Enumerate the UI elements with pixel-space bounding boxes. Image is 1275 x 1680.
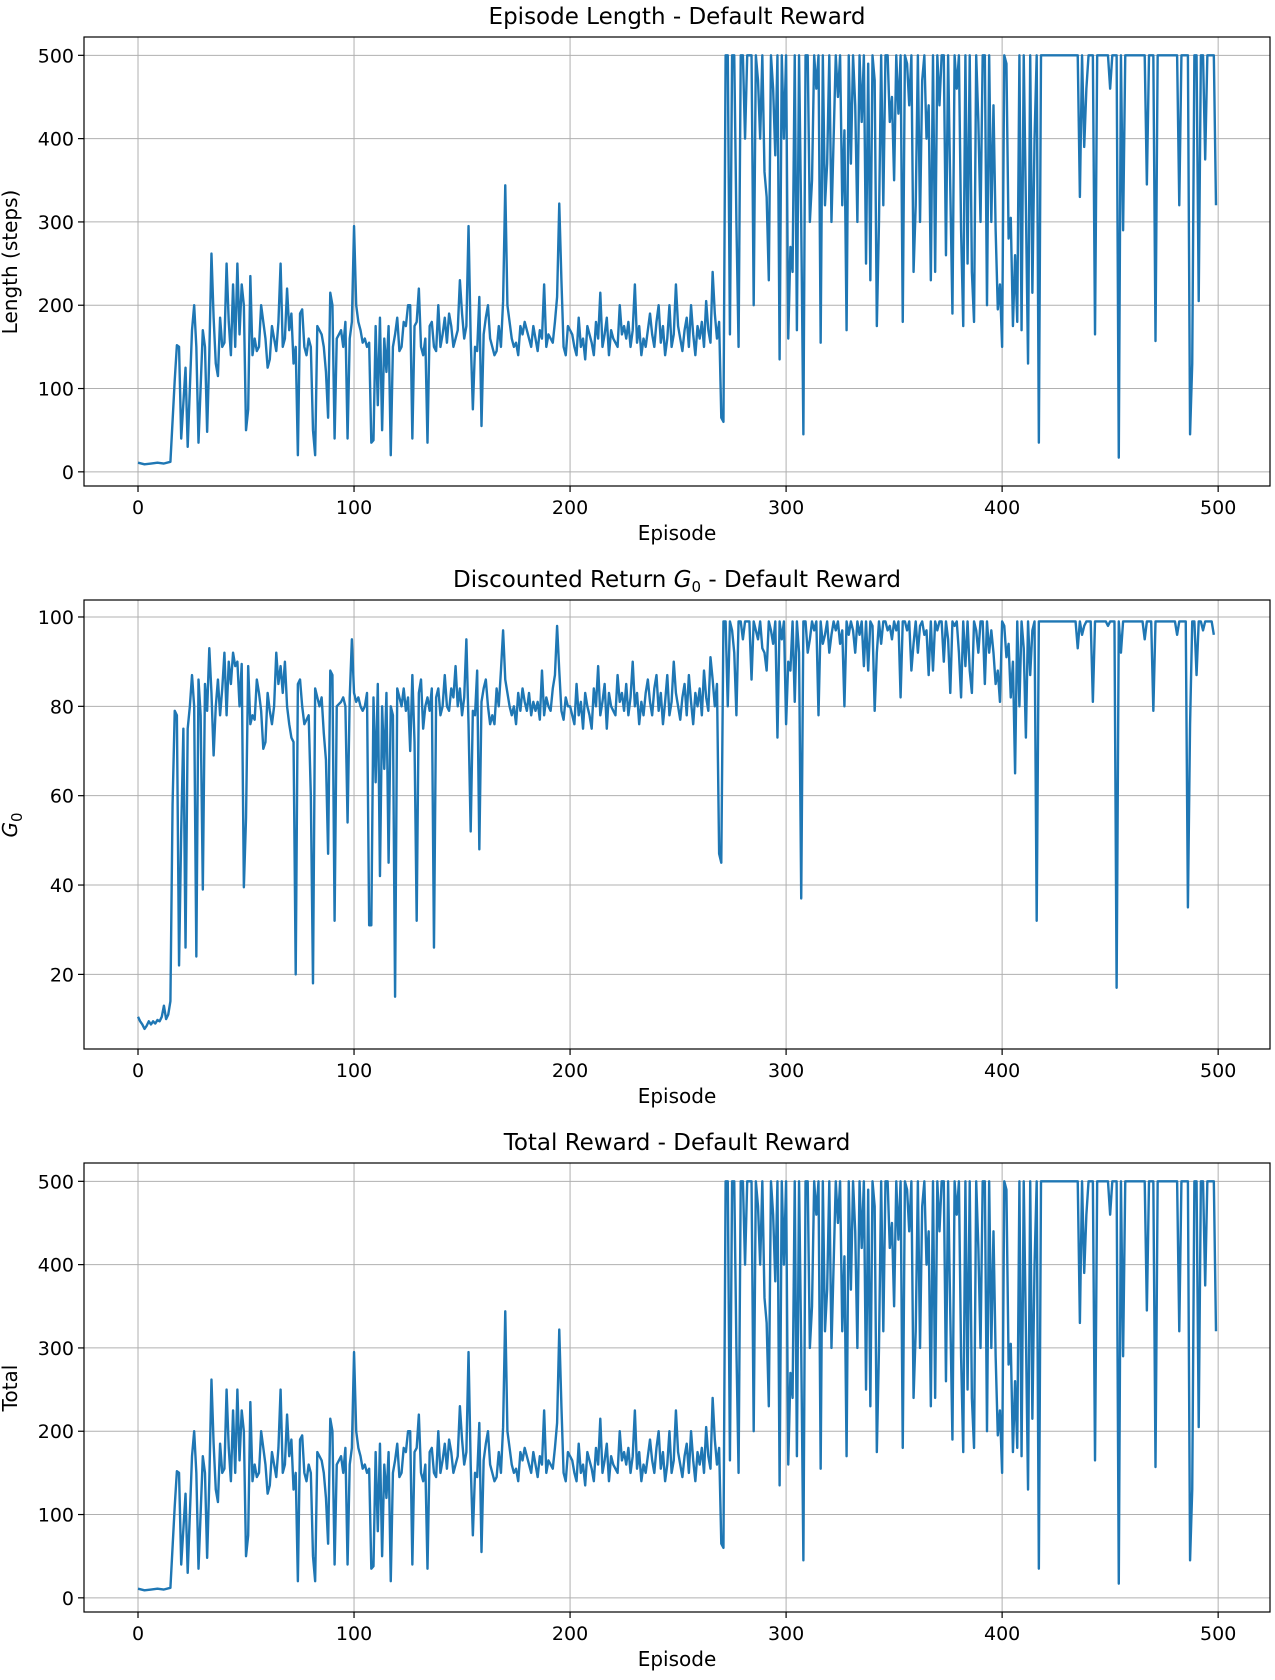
y-tick-label: 500 <box>38 1171 74 1193</box>
x-tick-label: 200 <box>552 1623 588 1645</box>
chart-discounted-return: Discounted Return G0 - Default Reward Ep… <box>0 567 1271 1108</box>
y-axis-label: Total <box>0 1365 22 1413</box>
x-axis-label: Episode <box>638 1084 717 1108</box>
ylabel-subscript: 0 <box>8 812 26 822</box>
axis-ticks: 0 100 200 300 400 500 0 100 200 300 400 500 <box>38 1171 1237 1645</box>
title-symbol: G <box>674 567 692 593</box>
y-tick-label: 400 <box>38 1255 74 1277</box>
chart-title: Total Reward - Default Reward <box>503 1130 851 1156</box>
x-tick-label: 100 <box>336 497 372 519</box>
x-tick-label: 300 <box>768 1060 804 1082</box>
y-tick-label: 80 <box>50 696 74 718</box>
x-tick-label: 0 <box>132 1060 144 1082</box>
x-tick-label: 200 <box>552 1060 588 1082</box>
series-line <box>137 54 1218 466</box>
series-line <box>137 1180 1218 1592</box>
x-tick-label: 200 <box>552 497 588 519</box>
x-tick-label: 0 <box>132 497 144 519</box>
y-tick-label: 100 <box>38 379 74 401</box>
y-tick-label: 100 <box>38 607 74 629</box>
y-tick-label: 400 <box>38 129 74 151</box>
x-tick-label: 0 <box>132 1623 144 1645</box>
title-subscript: 0 <box>692 578 702 596</box>
y-axis-label: G0 <box>0 812 26 837</box>
x-tick-label: 500 <box>1200 1623 1236 1645</box>
x-tick-label: 100 <box>336 1060 372 1082</box>
x-tick-label: 500 <box>1200 497 1236 519</box>
x-axis-label: Episode <box>638 521 717 545</box>
y-tick-label: 500 <box>38 45 74 67</box>
y-tick-label: 0 <box>62 1588 74 1610</box>
y-tick-label: 200 <box>38 295 74 317</box>
x-axis-label: Episode <box>638 1647 717 1671</box>
x-tick-label: 400 <box>984 497 1020 519</box>
x-tick-label: 400 <box>984 1623 1020 1645</box>
y-tick-label: 100 <box>38 1505 74 1527</box>
y-tick-label: 0 <box>62 462 74 484</box>
axes-frame <box>83 1162 1271 1613</box>
chart-episode-length: Episode Length - Default Reward Episode … <box>0 4 1271 545</box>
axes-frame <box>83 599 1271 1050</box>
series-line-layer <box>137 54 1218 466</box>
y-tick-label: 20 <box>50 964 74 986</box>
x-tick-label: 100 <box>336 1623 372 1645</box>
x-tick-label: 300 <box>768 1623 804 1645</box>
x-tick-label: 400 <box>984 1060 1020 1082</box>
series-line-layer <box>137 1180 1218 1592</box>
x-tick-label: 300 <box>768 497 804 519</box>
axis-ticks: 0 100 200 300 400 500 20 40 60 80 100 <box>38 607 1237 1082</box>
axis-ticks: 0 100 200 300 400 500 0 100 200 300 400 500 <box>38 45 1237 519</box>
axes-frame <box>83 36 1271 487</box>
y-tick-label: 60 <box>50 786 74 808</box>
y-axis-label: Length (steps) <box>0 190 22 335</box>
y-tick-label: 40 <box>50 875 74 897</box>
y-tick-label: 300 <box>38 212 74 234</box>
ylabel-symbol: G <box>0 822 22 838</box>
chart-title: Episode Length - Default Reward <box>489 4 866 30</box>
series-line-layer <box>136 620 1216 1031</box>
title-prefix: Discounted Return <box>453 567 674 593</box>
x-tick-label: 500 <box>1200 1060 1236 1082</box>
series-line <box>136 620 1216 1031</box>
y-tick-label: 300 <box>38 1338 74 1360</box>
chart-total-reward: Total Reward - Default Reward Episode To… <box>0 1130 1271 1671</box>
title-suffix: - Default Reward <box>701 567 901 593</box>
chart-title: Discounted Return G0 - Default Reward <box>453 567 901 596</box>
y-tick-label: 200 <box>38 1421 74 1443</box>
